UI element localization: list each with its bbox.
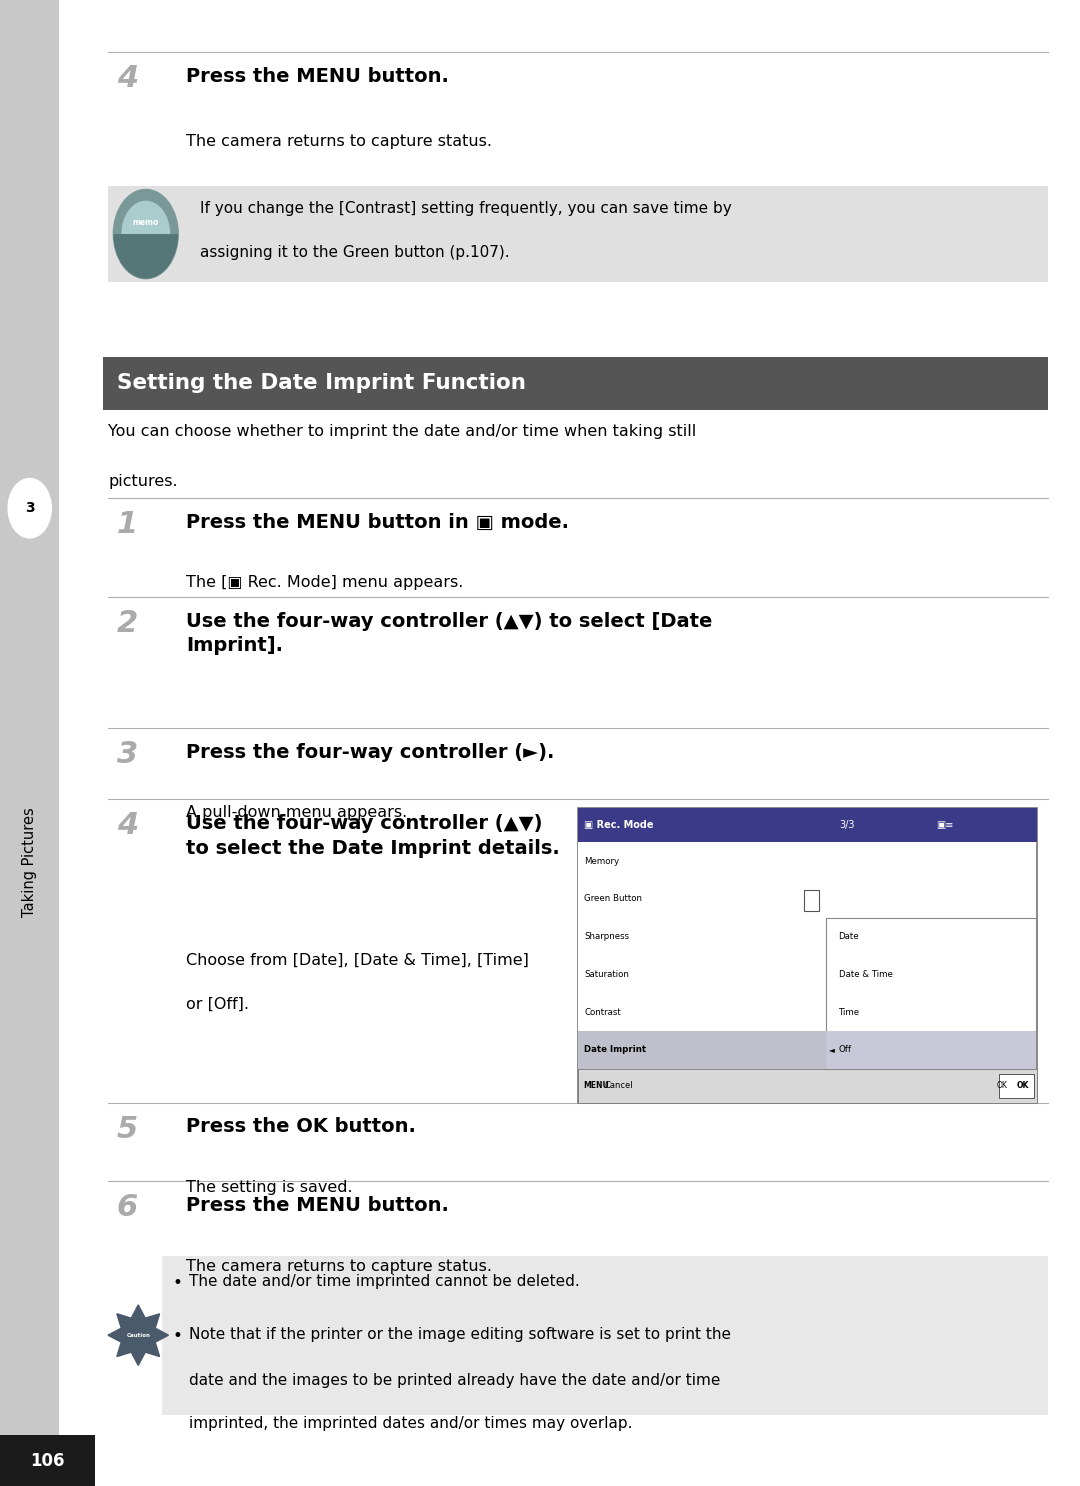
Text: ◄: ◄ xyxy=(829,1045,835,1055)
Text: Date & Time: Date & Time xyxy=(839,970,892,979)
Polygon shape xyxy=(108,1305,168,1366)
Text: Cancel: Cancel xyxy=(605,1082,634,1091)
Text: Memory: Memory xyxy=(584,856,620,866)
Text: 6: 6 xyxy=(117,1193,138,1223)
Bar xyxy=(0,1435,95,1486)
Text: ▣ Rec. Mode: ▣ Rec. Mode xyxy=(584,820,653,831)
Text: Contrast: Contrast xyxy=(584,1008,621,1016)
Text: assigning it to the Green button (p.107).: assigning it to the Green button (p.107)… xyxy=(200,245,510,260)
Bar xyxy=(804,890,819,911)
Bar xyxy=(578,880,825,918)
Bar xyxy=(578,808,1037,843)
Text: Use the four-way controller (▲▼)
to select the Date Imprint details.: Use the four-way controller (▲▼) to sele… xyxy=(186,814,559,857)
Text: 3/3: 3/3 xyxy=(839,820,855,831)
Bar xyxy=(578,1068,1037,1103)
Text: Saturation: Saturation xyxy=(584,970,630,979)
Bar xyxy=(825,1031,1036,1068)
Text: 3: 3 xyxy=(25,501,35,516)
Circle shape xyxy=(113,190,178,279)
Bar xyxy=(578,843,825,880)
Text: date and the images to be printed already have the date and/or time: date and the images to be printed alread… xyxy=(189,1373,720,1388)
Text: Caution: Caution xyxy=(126,1333,150,1337)
Bar xyxy=(103,357,1048,410)
Text: 3: 3 xyxy=(117,740,138,770)
Text: The camera returns to capture status.: The camera returns to capture status. xyxy=(186,134,491,149)
Text: Press the MENU button.: Press the MENU button. xyxy=(186,1196,448,1216)
Text: or [Off].: or [Off]. xyxy=(186,997,248,1012)
Bar xyxy=(578,808,1037,1103)
Text: Choose from [Date], [Date & Time], [Time]: Choose from [Date], [Date & Time], [Time… xyxy=(186,953,528,967)
Text: Note that if the printer or the image editing software is set to print the: Note that if the printer or the image ed… xyxy=(189,1327,731,1342)
Text: Sharpness: Sharpness xyxy=(584,932,630,941)
Circle shape xyxy=(8,478,52,538)
Text: memo: memo xyxy=(133,217,159,227)
Text: Press the four-way controller (►).: Press the four-way controller (►). xyxy=(186,743,554,762)
Bar xyxy=(578,955,825,993)
Text: Taking Pictures: Taking Pictures xyxy=(23,807,37,917)
Text: Press the MENU button in ▣ mode.: Press the MENU button in ▣ mode. xyxy=(186,513,569,532)
Text: You can choose whether to imprint the date and/or time when taking still: You can choose whether to imprint the da… xyxy=(108,424,697,438)
Text: pictures.: pictures. xyxy=(108,474,177,489)
Text: The setting is saved.: The setting is saved. xyxy=(186,1180,352,1195)
Text: 1: 1 xyxy=(117,510,138,539)
Text: •: • xyxy=(173,1274,183,1291)
Text: The [▣ Rec. Mode] menu appears.: The [▣ Rec. Mode] menu appears. xyxy=(186,575,463,590)
Text: OK: OK xyxy=(1016,1082,1028,1091)
Circle shape xyxy=(122,202,170,267)
Wedge shape xyxy=(113,233,178,279)
Text: Press the MENU button.: Press the MENU button. xyxy=(186,67,448,86)
Bar xyxy=(162,1256,1048,1415)
Text: Off: Off xyxy=(839,1045,852,1055)
Text: MENU: MENU xyxy=(583,1082,609,1091)
Text: Green Button: Green Button xyxy=(584,895,643,903)
Text: 2: 2 xyxy=(117,609,138,639)
Text: •: • xyxy=(173,1327,183,1345)
Text: imprinted, the imprinted dates and/or times may overlap.: imprinted, the imprinted dates and/or ti… xyxy=(189,1416,633,1431)
Bar xyxy=(999,1074,1034,1098)
Text: Use the four-way controller (▲▼) to select [Date
Imprint].: Use the four-way controller (▲▼) to sele… xyxy=(186,612,712,655)
Text: 5: 5 xyxy=(117,1114,138,1144)
Text: 4: 4 xyxy=(117,811,138,841)
Text: A pull-down menu appears.: A pull-down menu appears. xyxy=(186,805,407,820)
Text: If you change the [Contrast] setting frequently, you can save time by: If you change the [Contrast] setting fre… xyxy=(200,201,731,215)
Text: The camera returns to capture status.: The camera returns to capture status. xyxy=(186,1259,491,1274)
Bar xyxy=(825,918,1036,1068)
Text: The date and/or time imprinted cannot be deleted.: The date and/or time imprinted cannot be… xyxy=(189,1274,580,1288)
Text: Press the OK button.: Press the OK button. xyxy=(186,1117,416,1137)
Text: Time: Time xyxy=(839,1008,860,1016)
Bar xyxy=(578,993,825,1031)
Bar xyxy=(578,918,825,955)
Text: ▣≡: ▣≡ xyxy=(935,820,954,831)
Bar xyxy=(0,0,59,1486)
Text: Date: Date xyxy=(839,932,860,941)
Bar xyxy=(578,1031,825,1068)
Text: 106: 106 xyxy=(30,1452,65,1470)
Text: OK: OK xyxy=(997,1082,1008,1091)
Bar xyxy=(108,186,1048,282)
Text: Setting the Date Imprint Function: Setting the Date Imprint Function xyxy=(117,373,526,394)
Text: Date Imprint: Date Imprint xyxy=(584,1045,647,1055)
Text: 4: 4 xyxy=(117,64,138,94)
